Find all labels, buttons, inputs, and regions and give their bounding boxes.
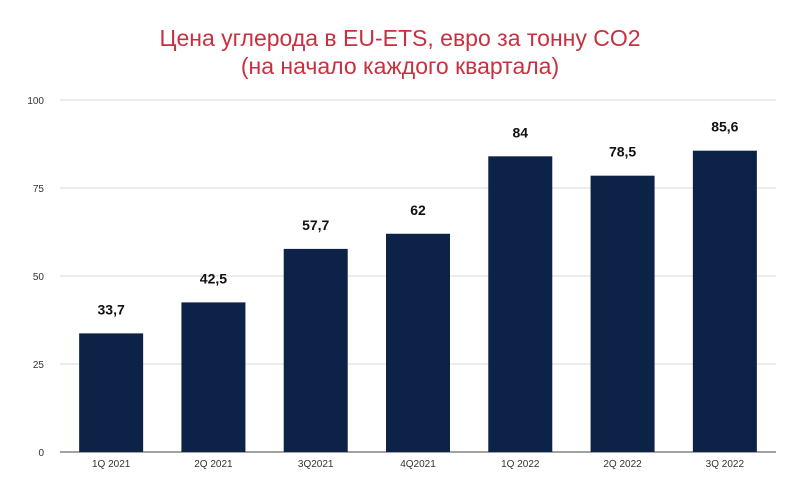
data-label: 85,6 xyxy=(711,119,738,135)
x-tick-label: 2Q 2022 xyxy=(603,459,642,470)
chart-title-line1: Цена углерода в EU-ETS, евро за тонну CO… xyxy=(159,25,641,51)
y-tick-label: 75 xyxy=(33,184,45,195)
y-tick-label: 50 xyxy=(33,272,45,283)
data-label: 78,5 xyxy=(609,144,636,160)
bar xyxy=(283,248,348,452)
data-label: 62 xyxy=(410,202,426,218)
data-label: 42,5 xyxy=(200,270,227,286)
data-label: 33,7 xyxy=(98,301,125,317)
bar xyxy=(79,333,144,452)
x-tick-label: 4Q2021 xyxy=(400,459,436,470)
x-axis-ticks: 1Q 2021 2Q 2021 3Q2021 4Q2021 1Q 2022 2Q 2022… xyxy=(92,459,745,470)
x-tick-label: 2Q 2021 xyxy=(194,459,233,470)
bar xyxy=(181,302,246,452)
bars xyxy=(79,150,757,453)
y-tick-label: 25 xyxy=(33,360,45,371)
bar xyxy=(386,233,450,452)
x-tick-label: 1Q 2021 xyxy=(92,459,131,470)
data-label: 57,7 xyxy=(302,217,329,233)
chart-title: Цена углерода в EU-ETS, евро за тонну CO… xyxy=(0,24,800,80)
data-label: 84 xyxy=(512,124,528,140)
y-tick-label: 0 xyxy=(38,448,44,459)
x-tick-label: 1Q 2022 xyxy=(501,459,540,470)
x-tick-label: 3Q2021 xyxy=(298,459,334,470)
data-labels: 33,7 42,5 57,7 62 84 78,5 85,6 xyxy=(98,119,739,318)
chart-title-line2: (на начало каждого квартала) xyxy=(240,53,560,79)
bar xyxy=(488,156,553,452)
y-tick-label: 100 xyxy=(27,96,44,107)
x-tick-label: 3Q 2022 xyxy=(706,459,745,470)
bar xyxy=(590,175,655,452)
y-axis-ticks: 0 25 50 75 100 xyxy=(27,96,44,459)
bar xyxy=(692,150,757,453)
